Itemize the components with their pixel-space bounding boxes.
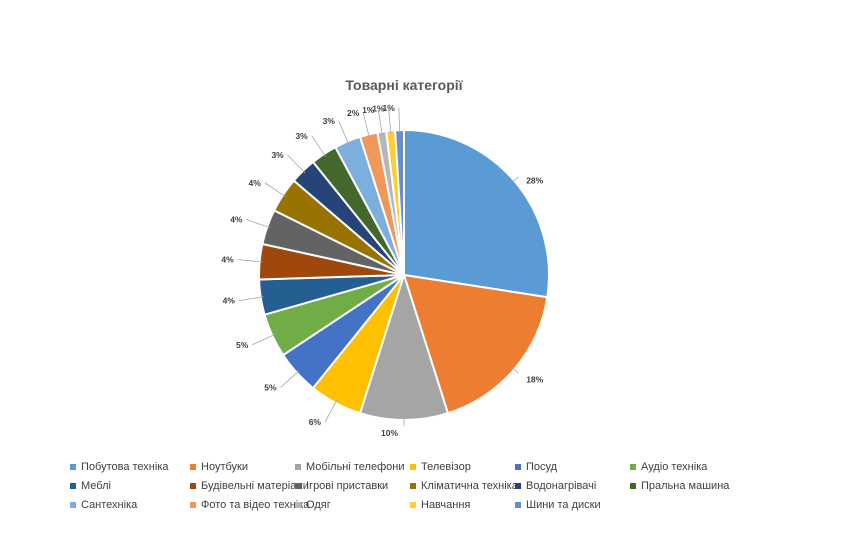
data-label: 5% [236, 340, 249, 350]
legend-swatch [190, 482, 196, 489]
legend-item: Телевізор [410, 461, 515, 473]
chart-legend: Побутова техніка Ноутбуки Мобільні телефон… [70, 457, 790, 514]
legend-row: Сантехніка Фото та відео техніка Одяг Навча… [70, 495, 790, 514]
leader-line [238, 296, 264, 302]
legend-item: Побутова техніка [70, 461, 190, 473]
legend-swatch [630, 463, 636, 470]
pie-slice [403, 128, 550, 299]
legend-item: Ігрові приставки [295, 480, 410, 492]
data-label: 1% [372, 104, 385, 114]
data-label: 4% [230, 214, 243, 224]
leader-line [264, 182, 286, 197]
legend-item: Навчання [410, 499, 515, 511]
legend-label: Побутова техніка [81, 460, 169, 473]
legend-swatch [295, 501, 301, 508]
leader-line [398, 108, 401, 134]
legend-swatch [190, 463, 196, 470]
data-label: 2% [347, 108, 360, 118]
leader-line [512, 367, 519, 374]
data-label: 1% [383, 103, 396, 113]
legend-swatch [70, 501, 76, 508]
legend-label: Ноутбуки [201, 460, 248, 473]
legend-label: Будівельні матеріали [201, 479, 309, 492]
legend-item: Будівельні матеріали [190, 480, 309, 492]
leader-line [512, 176, 519, 183]
legend-label: Кліматична техніка [421, 479, 518, 492]
legend-label: Меблі [81, 479, 111, 492]
legend-item: Одяг [295, 499, 410, 511]
legend-item: Мобільні телефони [295, 461, 410, 473]
legend-item: Кліматична техніка [410, 479, 518, 492]
legend-item: Шини та диски [515, 499, 630, 511]
data-label: 4% [248, 178, 261, 188]
legend-swatch [295, 463, 301, 470]
legend-row: Меблі Будівельні матеріали Ігрові приставк… [70, 476, 790, 495]
leader-line [324, 399, 338, 423]
legend-item: Ноутбуки [190, 461, 295, 473]
legend-label: Сантехніка [81, 498, 138, 511]
legend-row: Побутова техніка Ноутбуки Мобільні телефон… [70, 457, 790, 476]
legend-swatch [515, 463, 521, 470]
legend-label: Одяг [306, 498, 331, 511]
legend-swatch [410, 482, 416, 489]
data-label: 4% [223, 296, 236, 306]
leader-line [388, 108, 392, 134]
leader-line [377, 109, 383, 135]
leader-line [280, 370, 300, 388]
leader-line [362, 112, 370, 138]
legend-swatch [70, 482, 76, 489]
legend-label: Ігрові приставки [306, 479, 389, 492]
data-label: 4% [221, 255, 234, 265]
legend-swatch [410, 463, 416, 470]
data-label: 3% [271, 150, 284, 160]
legend-item: Меблі [70, 480, 190, 492]
data-label: 1% [362, 105, 375, 115]
legend-item: Аудіо техніка [630, 461, 730, 473]
data-label: 3% [295, 131, 308, 141]
legend-swatch [70, 463, 76, 470]
chart-title: Товарні категорії [345, 77, 463, 93]
legend-swatch [295, 482, 301, 489]
legend-swatch [515, 482, 521, 489]
data-label: 10% [381, 428, 398, 438]
legend-item: Водонагрівачі [515, 480, 630, 492]
leader-line [252, 333, 276, 346]
data-label: 3% [323, 116, 336, 126]
legend-label: Аудіо техніка [641, 460, 708, 473]
data-label: 18% [526, 375, 543, 385]
data-label: 28% [526, 175, 543, 185]
legend-item: Сантехніка [70, 499, 190, 511]
leader-line [287, 154, 306, 174]
legend-swatch [410, 501, 416, 508]
leader-line [237, 259, 263, 263]
leader-line [311, 135, 326, 157]
legend-label: Телевізор [421, 460, 471, 473]
legend-label: Навчання [421, 498, 471, 511]
legend-label: Посуд [526, 460, 558, 473]
legend-label: Мобільні телефони [306, 460, 405, 473]
legend-label: Пральна машина [641, 479, 730, 492]
legend-swatch [515, 501, 521, 508]
legend-swatch [630, 482, 636, 489]
legend-item: Фото та відео техніка [190, 499, 309, 511]
legend-label: Водонагрівачі [526, 479, 597, 492]
legend-swatch [190, 501, 196, 508]
leader-line [338, 121, 350, 145]
legend-label: Фото та відео техніка [201, 498, 310, 511]
data-label: 6% [309, 417, 322, 427]
legend-item: Посуд [515, 461, 630, 473]
leader-line [246, 219, 271, 229]
legend-label: Шини та диски [526, 498, 601, 511]
legend-item: Пральна машина [630, 480, 730, 492]
data-label: 5% [264, 383, 277, 393]
